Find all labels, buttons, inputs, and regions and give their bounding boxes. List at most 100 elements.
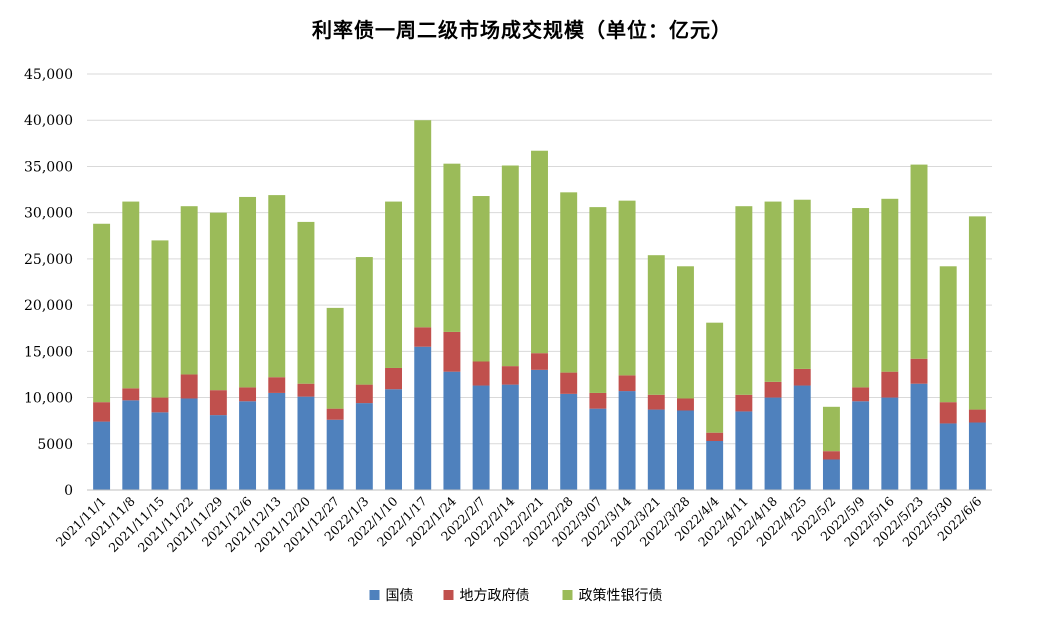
bar-segment <box>793 368 811 386</box>
bar-segment <box>268 195 286 378</box>
bar-segment <box>881 371 899 398</box>
legend-swatch <box>562 590 573 600</box>
bar-segment <box>180 206 198 375</box>
bar-segment <box>268 377 286 393</box>
bar-segment <box>180 398 198 490</box>
bar-segment <box>501 384 519 490</box>
bar-segment <box>677 266 694 399</box>
bar-segment <box>968 409 986 423</box>
bar-segment <box>735 394 753 412</box>
bar-segment <box>151 240 169 398</box>
bar-segment <box>122 400 140 490</box>
bar-segment <box>472 361 490 386</box>
bar-segment <box>618 391 636 490</box>
bar-segment <box>560 192 578 373</box>
bar-segment <box>93 402 111 422</box>
bar-segment <box>881 198 899 372</box>
legend-label: 地方政府债 <box>460 588 530 604</box>
bar-segment <box>706 432 724 442</box>
bar-segment <box>822 451 840 460</box>
legend-label: 国债 <box>386 588 414 604</box>
bar-segment <box>706 441 724 490</box>
bar-segment <box>968 422 986 490</box>
bar-segment <box>939 423 957 490</box>
bar-segment <box>852 387 870 402</box>
y-tick-label: 35,000 <box>24 159 73 175</box>
bar-segment <box>852 401 870 490</box>
bar-segment <box>443 331 461 372</box>
bar-segment <box>618 375 636 392</box>
bar-segment <box>122 201 140 389</box>
bar-segment <box>939 402 957 424</box>
bar-segment <box>151 412 169 490</box>
bar-segment <box>239 387 257 402</box>
bar-segment <box>180 374 198 399</box>
bar-segment <box>209 212 227 391</box>
y-tick-label: 15,000 <box>24 344 73 360</box>
bar-segment <box>209 390 227 416</box>
legend-label: 政策性银行债 <box>579 587 663 604</box>
bar-segment <box>443 371 461 490</box>
bar-segment <box>677 410 694 490</box>
bar-segment <box>501 366 519 385</box>
y-tick-label: 20,000 <box>24 298 73 314</box>
bar-segment <box>326 307 344 409</box>
y-tick-label: 45,000 <box>24 67 73 83</box>
bar-segment <box>501 165 519 367</box>
bar-segment <box>472 385 490 490</box>
bar-segment <box>939 266 957 403</box>
bar-segment <box>910 383 928 490</box>
bar-segment <box>414 346 432 490</box>
bar-segment <box>531 369 548 490</box>
bar-segment <box>326 408 344 420</box>
bar-segment <box>852 208 870 388</box>
y-tick-label: 25,000 <box>24 252 73 268</box>
legend-swatch <box>443 590 454 600</box>
bar-segment <box>589 392 607 409</box>
bar-segment <box>647 394 665 410</box>
bar-segment <box>647 255 665 395</box>
bar-segment <box>822 459 840 490</box>
bar-segment <box>385 201 402 368</box>
bar-segment <box>764 397 782 490</box>
bar-segment <box>355 257 373 385</box>
bar-segment <box>326 419 344 490</box>
bar-segment <box>822 406 840 452</box>
bar-segment <box>560 372 578 394</box>
legend-swatch <box>369 590 380 600</box>
y-tick-label: 0 <box>64 483 73 499</box>
bar-segment <box>472 196 490 362</box>
bar-segment <box>122 388 140 401</box>
bar-segment <box>297 383 315 397</box>
bar-segment <box>706 322 724 433</box>
bar-segment <box>443 163 461 332</box>
y-tick-label: 30,000 <box>24 206 73 222</box>
y-tick-label: 5000 <box>37 437 73 453</box>
bar-segment <box>764 381 782 398</box>
bar-segment <box>910 358 928 384</box>
bar-segment <box>589 207 607 393</box>
bar-segment <box>910 164 928 359</box>
bar-segment <box>297 396 315 490</box>
bar-segment <box>385 367 402 390</box>
bar-segment <box>647 409 665 490</box>
bar-segment <box>968 216 986 410</box>
bar-segment <box>531 150 548 354</box>
bar-segment <box>151 397 169 413</box>
bar-segment <box>589 408 607 490</box>
bar-segment <box>735 206 753 395</box>
bar-segment <box>268 392 286 490</box>
bar-segment <box>385 389 402 490</box>
bar-segment <box>881 397 899 490</box>
bar-segment <box>560 393 578 490</box>
bar-segment <box>297 221 315 384</box>
bar-segment <box>414 120 432 328</box>
bar-segment <box>93 421 111 490</box>
bar-segment <box>793 199 811 369</box>
bar-segment <box>239 401 257 490</box>
bar-segment <box>93 223 111 403</box>
bar-segment <box>677 398 694 411</box>
bar-segment <box>355 403 373 490</box>
